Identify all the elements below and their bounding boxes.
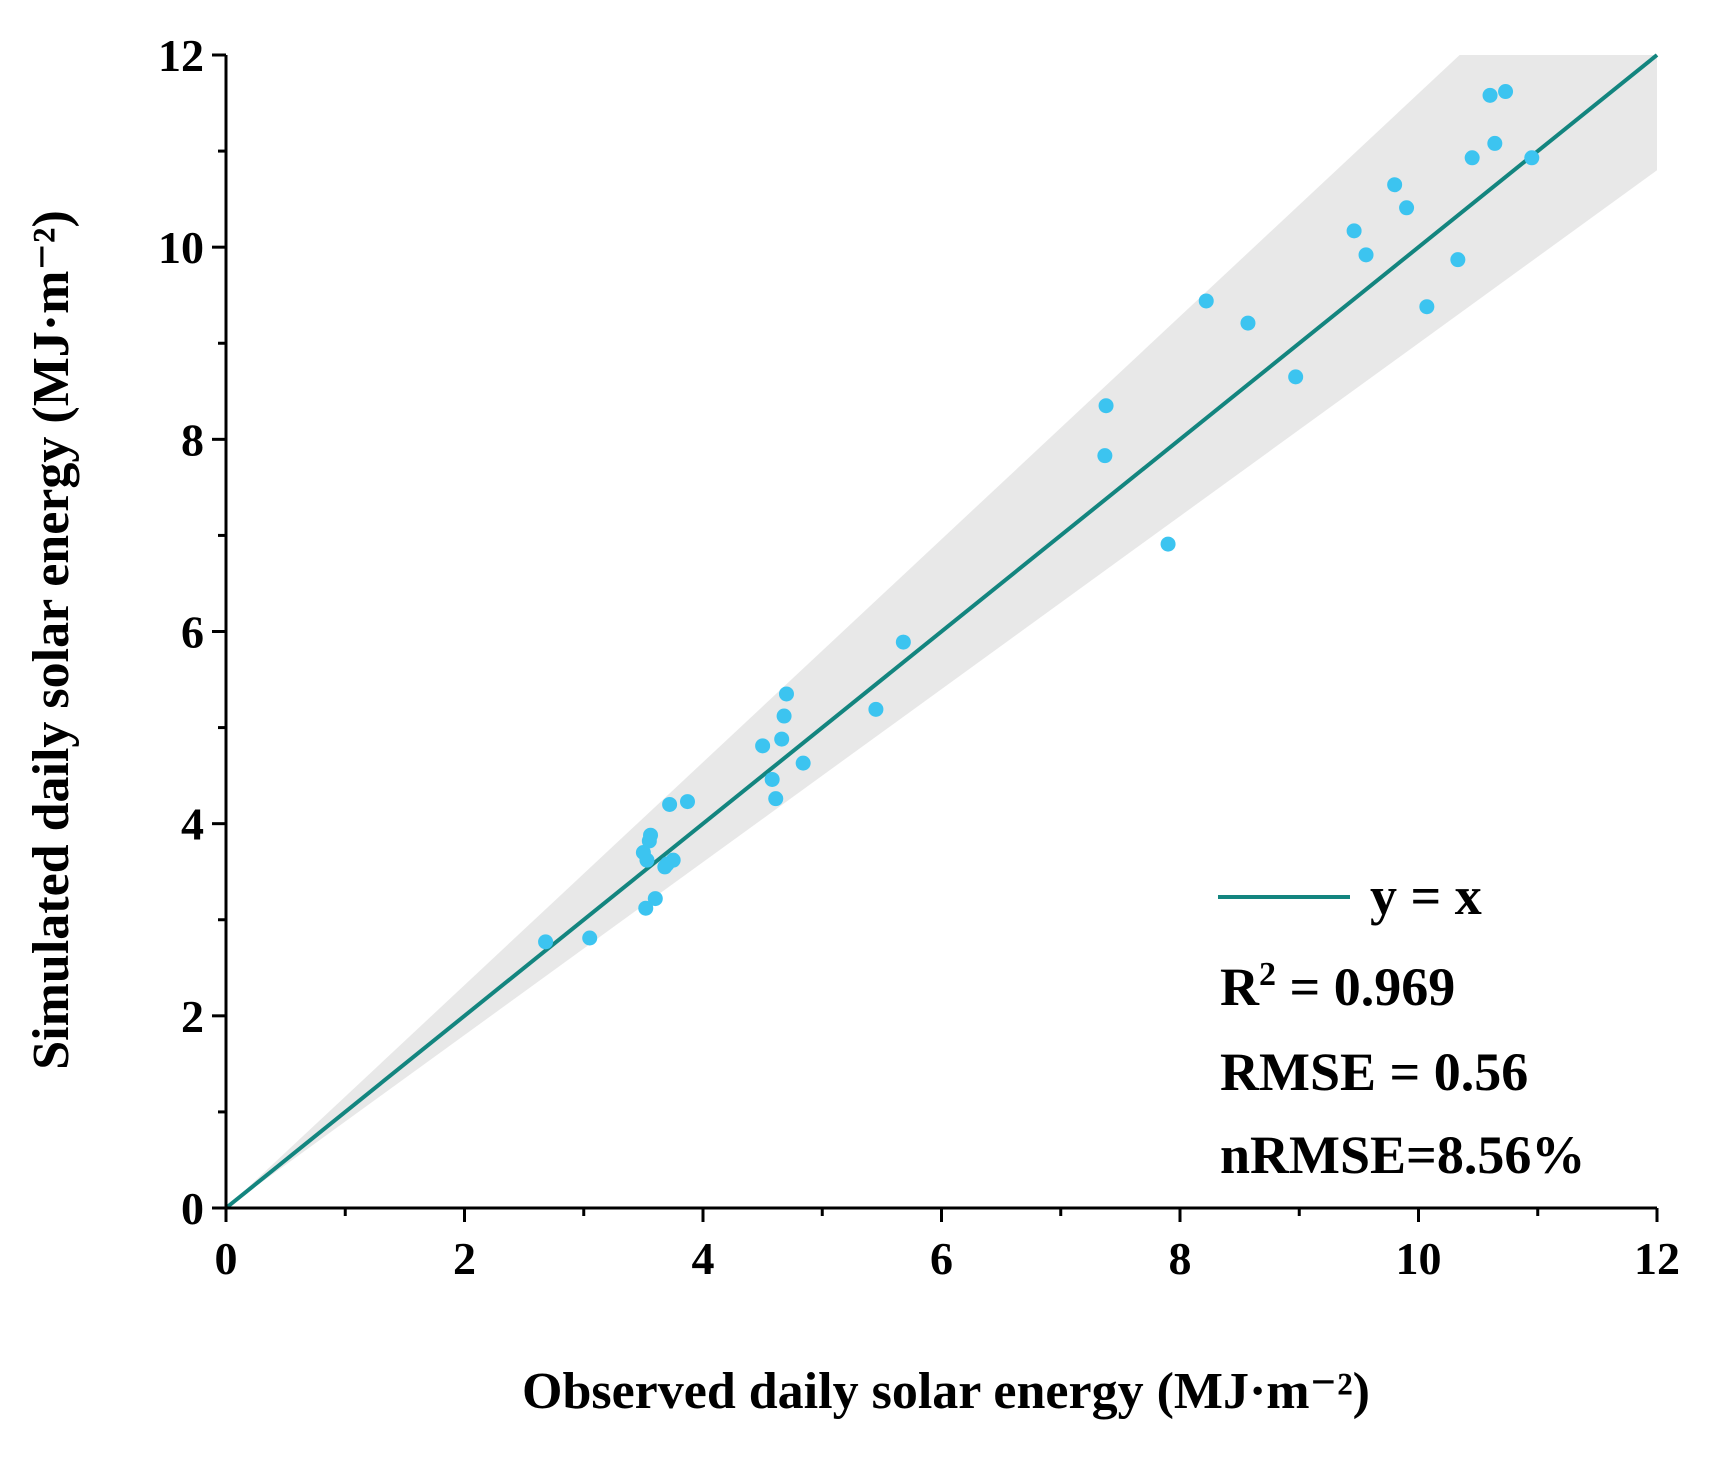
data-point [764,771,780,787]
data-point [1198,293,1214,309]
data-point [868,701,884,717]
r-squared-annotation: R2 = 0.969 [1220,956,1455,1017]
data-point [538,934,554,950]
rmse-annotation: RMSE = 0.56 [1220,1042,1528,1102]
data-point [1399,200,1415,216]
y-tick-label: 4 [181,799,204,850]
data-point [647,891,663,907]
data-point [662,796,678,812]
x-tick-label: 8 [1169,1233,1192,1284]
reference-line-y-equals-x [224,53,1659,1210]
y-tick-label: 0 [181,1183,204,1234]
data-point [643,827,659,843]
y-axis-title: Simulated daily solar energy (MJ·m⁻²) [23,210,80,1070]
data-point [582,930,598,946]
data-point [755,738,771,754]
x-tick-label: 6 [930,1233,953,1284]
x-axis-title: Observed daily solar energy (MJ·m⁻²) [522,1363,1370,1420]
x-tick-label: 0 [215,1233,238,1284]
data-point [778,686,794,702]
data-point [795,755,811,771]
data-point [1098,398,1114,414]
data-point [1524,150,1540,166]
y-tick-label: 6 [181,607,204,658]
y-tick-label: 10 [158,222,204,273]
data-point [1419,299,1435,315]
x-tick-label: 12 [1634,1233,1680,1284]
data-point [1487,135,1503,151]
data-point [1346,223,1362,239]
x-tick-label: 10 [1396,1233,1442,1284]
y-tick-label: 12 [158,30,204,81]
data-point [1387,177,1403,193]
legend-label-y-equals-x: y = x [1370,866,1482,926]
data-point [1288,369,1304,385]
data-point [895,634,911,650]
y-tick-label: 8 [181,414,204,465]
data-point [665,852,681,868]
data-point [1240,315,1256,331]
y-tick-label: 2 [181,991,204,1042]
data-point [639,852,655,868]
data-point [774,731,790,747]
data-point [1464,150,1480,166]
data-point [776,708,792,724]
r-squared-superscript: 2 [1259,956,1276,993]
data-point [1482,87,1498,103]
data-point [1498,84,1514,100]
data-point [679,794,695,810]
r-squared-value: = 0.969 [1276,957,1455,1017]
data-point [768,791,784,807]
data-point [1450,252,1466,268]
data-point [1160,536,1176,552]
x-tick-label: 4 [692,1233,715,1284]
data-point [638,900,654,916]
x-tick-label: 2 [453,1233,476,1284]
data-point [1358,247,1374,263]
legend: y = x R2 = 0.969 RMSE = 0.56 nRMSE=8.56% [1218,866,1585,1185]
nrmse-annotation: nRMSE=8.56% [1220,1125,1585,1185]
r-squared-prefix: R [1220,957,1260,1017]
data-point [1097,448,1113,464]
